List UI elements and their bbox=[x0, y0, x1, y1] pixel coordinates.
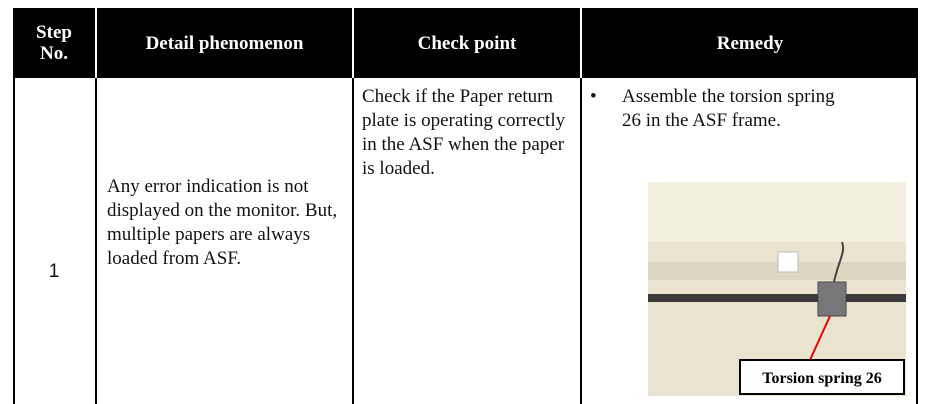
header-cell: Step No. bbox=[13, 8, 95, 78]
figure-label: Torsion spring 26 bbox=[762, 370, 881, 387]
step-number: 1 bbox=[48, 261, 60, 282]
spring bbox=[817, 281, 847, 317]
border bbox=[95, 78, 97, 404]
border bbox=[352, 78, 354, 404]
spring-arm bbox=[833, 241, 844, 283]
header-cell: Detail phenomenon bbox=[97, 8, 352, 78]
border bbox=[580, 78, 582, 404]
header-cell: Remedy bbox=[582, 8, 918, 78]
header-cell: Check point bbox=[354, 8, 580, 78]
table: Step No. Detail phenomenon Check point R… bbox=[13, 8, 918, 404]
bullet: • bbox=[590, 86, 597, 107]
remedy-text: Assemble the torsion spring 26 in the AS… bbox=[622, 86, 835, 131]
label-box bbox=[739, 359, 905, 395]
clip bbox=[777, 251, 799, 273]
shaft bbox=[648, 294, 906, 302]
pointer bbox=[809, 315, 831, 361]
check-text: Check if the Paper return plate is opera… bbox=[362, 86, 566, 179]
photo-rail bbox=[648, 262, 906, 280]
detail-text: Any error indication is not displayed on… bbox=[107, 176, 338, 269]
border bbox=[916, 78, 918, 404]
border bbox=[13, 78, 15, 404]
figure: Torsion spring 26 bbox=[648, 182, 906, 396]
photo-frame bbox=[648, 182, 906, 242]
